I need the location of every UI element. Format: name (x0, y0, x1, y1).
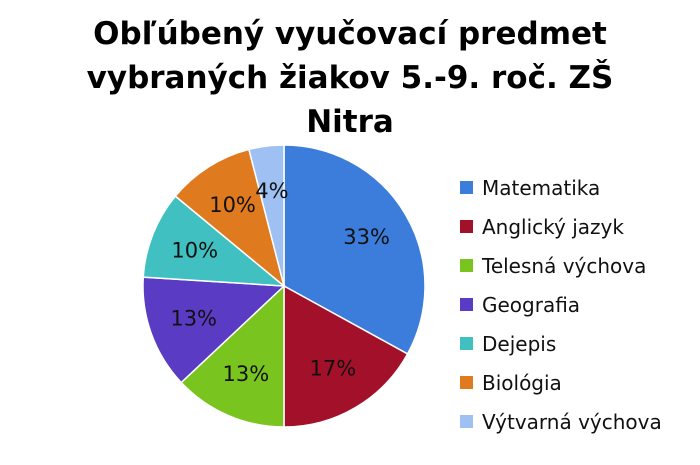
legend-swatch (460, 181, 473, 194)
legend-label: Geografia (482, 292, 581, 317)
pie-data-label: 17% (310, 357, 357, 381)
legend-label: Matematika (482, 175, 601, 200)
pie-data-label: 10% (209, 193, 256, 217)
pie-data-label: 4% (255, 179, 288, 203)
legend-swatch (460, 337, 473, 350)
pie-data-label: 10% (171, 239, 218, 263)
legend-item-dejepis: Dejepis (460, 324, 662, 363)
pie-slice-matematika (283, 144, 426, 355)
chart-legend: Matematika Anglický jazyk Telesná výchov… (460, 168, 662, 441)
legend-label: Výtvarná výchova (482, 409, 662, 434)
chart-title-line-2: vybraných žiakov 5.-9. roč. ZŠ (86, 60, 614, 96)
legend-label: Biológia (482, 370, 562, 395)
pie-slice-biológia (174, 148, 286, 289)
legend-swatch (460, 376, 473, 389)
legend-item-telesna-vychova: Telesná výchova (460, 246, 662, 285)
pie-data-label: 13% (223, 362, 270, 386)
pie-slice-telesná-výchova (180, 284, 285, 428)
legend-label: Telesná výchova (482, 253, 647, 278)
legend-item-geografia: Geografia (460, 285, 662, 324)
legend-swatch (460, 415, 473, 428)
legend-swatch (460, 259, 473, 272)
pie-slice-labels: 33%17%13%13%10%10%4% (170, 179, 390, 386)
chart-title-line-1: Obľúbený vyučovací predmet (93, 16, 607, 52)
legend-item-matematika: Matematika (460, 168, 662, 207)
pie-slice-geografia (142, 276, 286, 384)
pie-data-label: 33% (343, 225, 390, 249)
pie-slice-anglický-jazyk (283, 284, 409, 428)
chart-title: Obľúbený vyučovací predmet vybraných žia… (0, 12, 700, 144)
legend-item-vytvarna-vychova: Výtvarná výchova (460, 402, 662, 441)
legend-swatch (460, 298, 473, 311)
legend-label: Anglický jazyk (482, 214, 624, 239)
legend-swatch (460, 220, 473, 233)
legend-label: Dejepis (482, 331, 557, 356)
pie-slice-dejepis (142, 195, 287, 287)
pie-slices (142, 144, 426, 428)
pie-slice-výtvarná-výchova (248, 144, 285, 287)
pie-data-label: 13% (170, 307, 217, 331)
legend-item-anglicky-jazyk: Anglický jazyk (460, 207, 662, 246)
chart-title-line-3: Nitra (306, 104, 394, 140)
legend-item-biologia: Biológia (460, 363, 662, 402)
